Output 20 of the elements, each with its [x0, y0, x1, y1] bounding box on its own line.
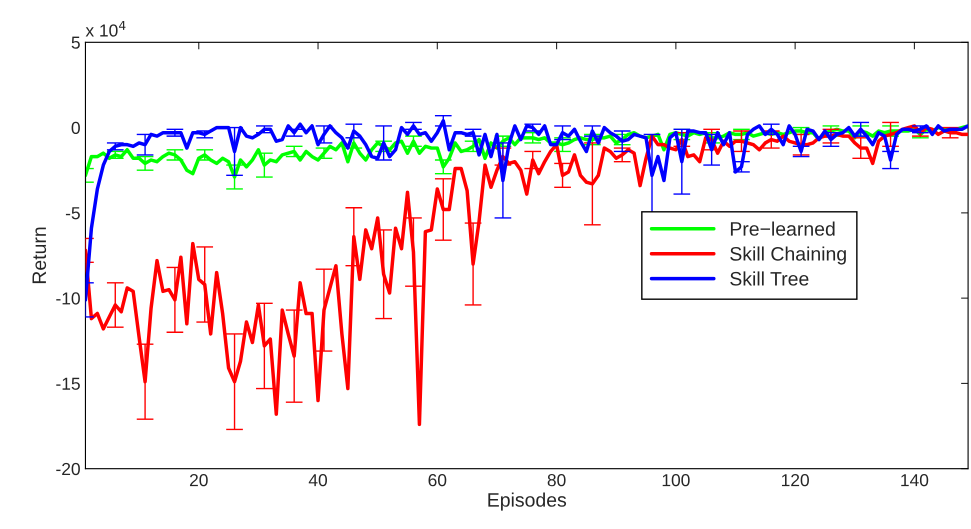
- x-tick-label: 40: [308, 474, 328, 486]
- legend-label: Skill Chaining: [730, 246, 846, 265]
- y-tick-label: -5: [66, 207, 80, 220]
- x-tick-label: 140: [901, 474, 928, 486]
- text: x 10$^{4}$: [86, 20, 126, 37]
- x-tick-label: 20: [190, 474, 208, 486]
- y-tick-label: 0: [72, 122, 80, 134]
- line-series: [85, 124, 968, 426]
- x-tick-label: 120: [782, 474, 809, 486]
- x-tick-label: 100: [662, 474, 690, 486]
- y-tick-label: 5: [72, 36, 80, 49]
- x-tick-label: 80: [548, 474, 566, 486]
- y-tick-label: -10: [56, 292, 80, 305]
- x-tick-label: 60: [428, 474, 446, 486]
- x-axis-title: Episodes: [488, 492, 566, 511]
- legend-label: Skill Tree: [730, 271, 808, 286]
- y-tick-label: -15: [56, 378, 80, 390]
- y-tick-label: -20: [56, 462, 80, 476]
- legend-label: Pre−learned: [730, 222, 835, 236]
- y-axis-title: Return: [32, 228, 46, 284]
